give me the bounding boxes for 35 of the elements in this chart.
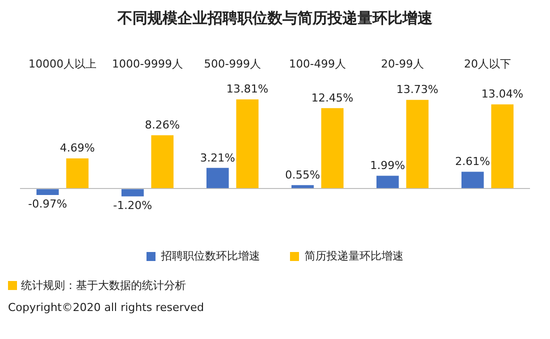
data-label: 8.26% (144, 118, 180, 132)
data-label: 13.73% (396, 83, 438, 96)
bar (291, 185, 314, 188)
legend-label: 招聘职位数环比增速 (160, 249, 260, 262)
bar (461, 172, 484, 188)
bar (491, 104, 514, 188)
bar (66, 158, 89, 188)
data-label: 0.55% (285, 168, 320, 182)
data-label: 12.45% (311, 92, 354, 105)
data-label: 13.04% (481, 88, 524, 101)
bar (121, 189, 144, 196)
data-label: 13.81% (226, 82, 268, 96)
bar (206, 168, 229, 188)
bar (321, 108, 344, 188)
bar (151, 135, 174, 188)
x-tick-label: 100-499人 (289, 57, 346, 70)
data-label: 2.61% (455, 155, 490, 168)
bar (36, 189, 59, 195)
bar (376, 176, 399, 188)
data-label: 1.99% (370, 159, 406, 172)
bar (236, 99, 259, 188)
legend-label: 简历投递量环比增速 (304, 249, 404, 262)
x-tick-label: 1000-9999人 (112, 57, 183, 70)
data-label: -0.97% (28, 197, 68, 210)
text: Copyright©2020 all rights reserved (8, 300, 204, 314)
x-tick-label: 500-999人 (204, 57, 261, 70)
bar (406, 100, 429, 188)
x-tick-label: 20人以下 (464, 57, 511, 70)
chart-title: 不同规模企业招聘职位数与简历投递量环比增速 (116, 8, 434, 27)
x-tick-label: 10000人以上 (28, 57, 96, 70)
data-label: -1.20% (113, 198, 152, 212)
x-tick-label: 20-99人 (381, 57, 424, 70)
data-label: 3.21% (200, 151, 236, 164)
data-label: 4.69% (60, 142, 95, 155)
text: 统计规则：基于大数据的统计分析 (21, 278, 186, 292)
